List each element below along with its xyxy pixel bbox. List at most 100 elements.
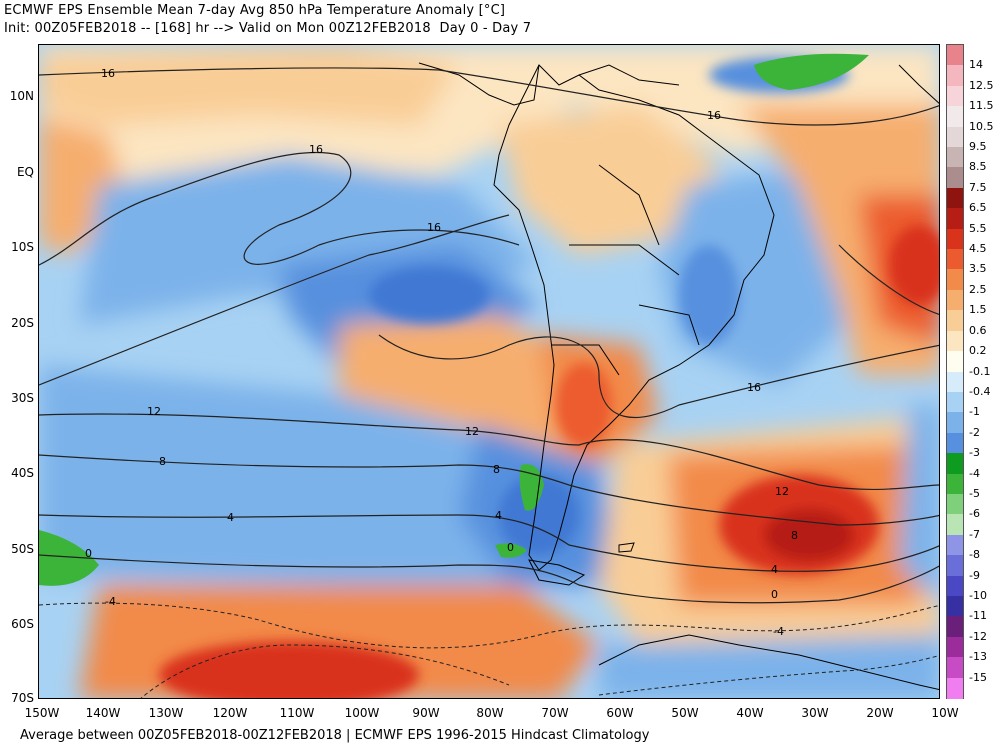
isotherm-contours-dashed — [39, 602, 939, 698]
colorbar-swatch — [947, 575, 963, 597]
contour-label: 8 — [791, 529, 798, 542]
colorbar-swatch — [947, 555, 963, 577]
colorbar-label: 1.5 — [969, 303, 987, 317]
africa-outline — [898, 64, 939, 104]
colorbar-swatch — [947, 657, 963, 679]
map-panel[interactable]: 16 16 16 16 16 12 12 12 8 8 8 4 4 4 0 0 … — [38, 44, 940, 699]
lat-label: EQ — [16, 165, 34, 179]
colorbar-swatch — [947, 453, 963, 475]
contour-label: 16 — [427, 221, 441, 234]
lon-label: 50W — [671, 706, 699, 720]
anomaly-cool-far-east-south — [899, 405, 939, 604]
colorbar-swatch — [947, 595, 963, 617]
tierra-del-fuego-outline — [528, 559, 586, 586]
colorbar-label: -7 — [969, 527, 980, 541]
contour-16-tropics — [39, 214, 510, 386]
colorbar-label: -1 — [969, 405, 980, 419]
contour-label: 0 — [771, 588, 778, 601]
falklands-outline — [618, 542, 635, 553]
contour-labels: 16 16 16 16 16 12 12 12 8 8 8 4 4 4 0 0 … — [85, 67, 798, 638]
lon-label: 10W — [931, 706, 959, 720]
colorbar-label: -0.1 — [969, 364, 991, 378]
anomaly-cool-antarctic-edge — [599, 635, 939, 698]
contour-label: 16 — [101, 67, 115, 80]
colorbar-swatch — [947, 289, 963, 311]
lon-label: 80W — [476, 706, 504, 720]
colorbar-label: -12 — [969, 629, 987, 643]
contour-label: 4 — [227, 511, 234, 524]
map-title: ECMWF EPS Ensemble Mean 7-day Avg 850 hP… — [4, 3, 506, 18]
contour-minus4-west — [39, 602, 939, 649]
colorbar-swatch — [947, 677, 963, 699]
contour-label: 16 — [707, 109, 721, 122]
colorbar-swatch — [947, 534, 963, 556]
lon-label: 90W — [412, 706, 440, 720]
colorbar-label: -5 — [969, 486, 980, 500]
contour-label: 8 — [493, 463, 500, 476]
contour-16-atlantic — [838, 244, 939, 315]
colorbar-swatch — [947, 249, 963, 270]
colorbar-label: 14 — [969, 58, 983, 72]
contour-label: 0 — [85, 547, 92, 560]
contour-label: 4 — [495, 509, 502, 522]
colorbar-label: -11 — [969, 609, 987, 623]
lat-label: 20S — [11, 316, 34, 330]
coastlines — [418, 62, 939, 691]
antarctic-peninsula-outline — [598, 634, 939, 691]
lon-label: 140W — [85, 706, 121, 720]
colorbar-swatch — [947, 147, 963, 168]
colorbar-swatch — [947, 45, 963, 66]
anomaly-cold-patch-patagonia-south — [495, 543, 527, 558]
colorbar-label: 9.5 — [969, 140, 987, 154]
map-subtitle: Init: 00Z05FEB2018 -- [168] hr --> Valid… — [4, 21, 532, 36]
colorbar-label: -0.4 — [969, 384, 991, 398]
colorbar-swatch — [947, 351, 963, 372]
colorbar-swatch — [947, 493, 963, 515]
colorbar-swatch — [947, 85, 963, 107]
lon-label: 30W — [801, 706, 829, 720]
lon-label: 110W — [279, 706, 315, 720]
contour-16-south — [378, 334, 939, 419]
map-canvas[interactable]: 16 16 16 16 16 12 12 12 8 8 8 4 4 4 0 0 … — [39, 45, 940, 699]
colorbar-label: -2 — [969, 425, 980, 439]
colorbar-swatch — [947, 636, 963, 658]
colorbar-label: 5.5 — [969, 221, 987, 235]
anomaly-cool-core-pacific — [369, 267, 489, 323]
contour-label: 16 — [747, 381, 761, 394]
colorbar-label: 12.5 — [969, 78, 994, 92]
colorbar-label: -3 — [969, 446, 980, 460]
lon-label: 100W — [344, 706, 380, 720]
lat-label: 60S — [11, 617, 34, 631]
colorbar-label: -6 — [969, 507, 980, 521]
lon-label: 130W — [148, 706, 184, 720]
colorbar-label: -10 — [969, 588, 987, 602]
south-america-outline — [493, 64, 775, 571]
isotherm-contours — [39, 67, 939, 604]
colorbar-swatch — [947, 310, 963, 332]
lon-label: 40W — [736, 706, 764, 720]
anomaly-cold-patch-northeast — [754, 53, 869, 90]
contour-12 — [39, 413, 939, 491]
colorbar-swatch — [947, 473, 963, 495]
lat-label: 50S — [11, 542, 34, 556]
anomaly-cores — [159, 57, 939, 698]
caribbean-coast-outline — [578, 64, 680, 86]
colorbar-swatch — [947, 65, 963, 87]
colorbar-swatch — [947, 330, 963, 352]
central-america-outline — [418, 62, 540, 106]
colorbar-label: 11.5 — [969, 99, 994, 113]
colorbar-label: -15 — [969, 670, 987, 684]
colorbar-swatch — [947, 391, 963, 413]
colorbar-swatch — [947, 514, 963, 536]
lon-label: 20W — [866, 706, 894, 720]
colorbar — [946, 44, 964, 699]
anomaly-warm-core-argentina — [556, 363, 612, 447]
contour-label: 12 — [775, 485, 789, 498]
anomaly-warm-core-south-atlantic-inner — [764, 509, 854, 561]
anomaly-cool-core-brazil — [679, 245, 739, 345]
anomaly-cold-patches — [39, 53, 869, 586]
anomaly-warm-northwest — [39, 45, 459, 125]
contour-label: -4 — [105, 595, 116, 608]
colorbar-label: 7.5 — [969, 180, 987, 194]
colorbar-label: 4.5 — [969, 242, 987, 256]
